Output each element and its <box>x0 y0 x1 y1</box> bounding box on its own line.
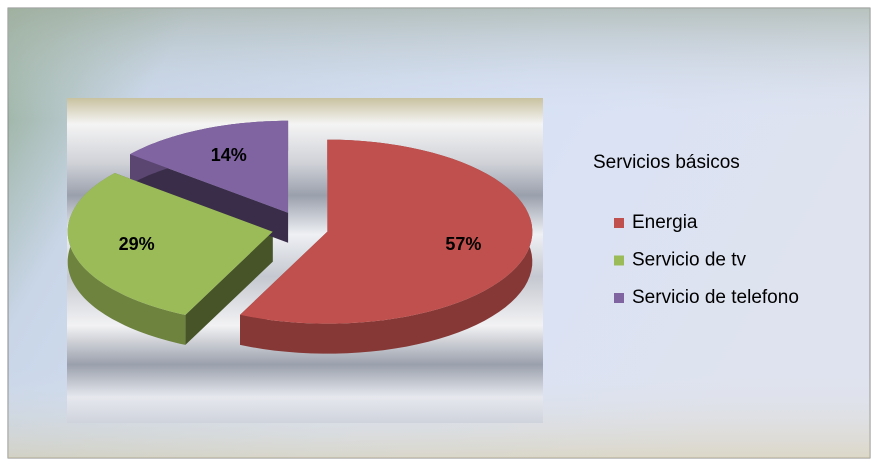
data-label: 57% <box>445 234 481 254</box>
slice <box>240 139 533 324</box>
slice-wall <box>240 139 533 354</box>
legend-label: Energia <box>632 212 698 233</box>
data-label: 14% <box>211 145 247 165</box>
legend-label: Servicio de tv <box>632 250 747 271</box>
slice-side <box>185 231 273 345</box>
legend-swatch <box>614 293 624 303</box>
pie: 57% 29% 14% <box>67 120 533 354</box>
legend-swatch <box>614 218 624 228</box>
legend: Energia Servicio de tv Servicio de telefon… <box>614 212 799 308</box>
legend-swatch <box>614 255 624 266</box>
legend-label: Servicio de telefono <box>632 287 799 308</box>
slice <box>130 120 289 213</box>
slice <box>67 173 273 315</box>
legend-title: Servicios básicos <box>593 152 740 173</box>
slice-wall <box>67 173 186 345</box>
slice-side <box>130 154 289 243</box>
data-label: 29% <box>119 234 155 254</box>
